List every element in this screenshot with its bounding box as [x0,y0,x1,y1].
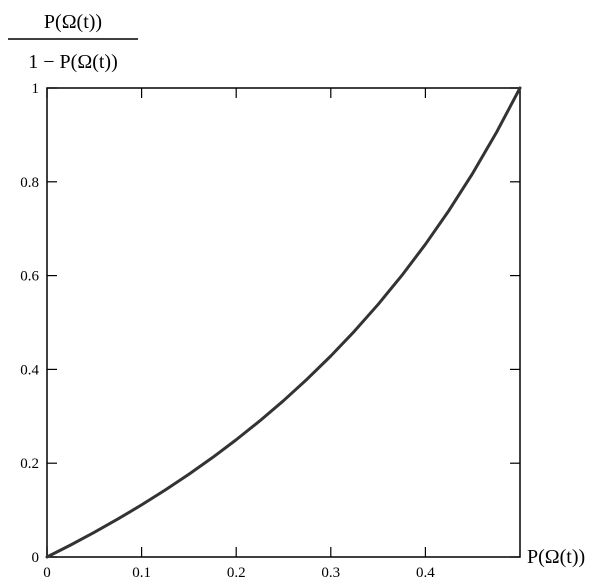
series-line [45,86,522,559]
y-tick-label: 1 [32,81,40,97]
y-tick-label: 0.8 [20,175,39,191]
x-tick-label: 0.3 [321,565,340,581]
y-axis-title-denominator: 1 − P(Ω(t)) [28,51,117,73]
axis-tick-labels: 0 0.1 0.2 0.3 0.4 0 0.2 0.4 0.6 0.8 1 [20,81,435,581]
y-axis-title-numerator: P(Ω(t)) [44,11,102,33]
plot-frame [46,87,521,558]
y-tick-label: 0.6 [20,269,39,285]
x-tick-label: 0 [43,565,51,581]
y-tick-label: 0.2 [20,456,39,472]
axis-ticks [46,87,520,558]
y-tick-label: 0.4 [20,362,39,378]
x-tick-label: 0.1 [132,565,151,581]
series-group [45,86,522,559]
x-axis-title: P(Ω(t)) [527,546,585,568]
y-tick-label: 0 [32,550,40,566]
x-tick-label: 0.2 [227,565,246,581]
x-tick-label: 0.4 [416,565,435,581]
